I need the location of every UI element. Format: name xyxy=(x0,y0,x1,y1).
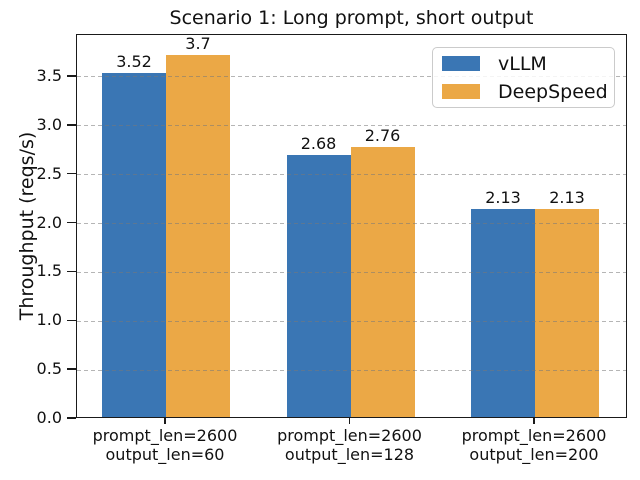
gridline xyxy=(77,222,626,225)
chart-title: Scenario 1: Long prompt, short output xyxy=(169,7,534,29)
gridline xyxy=(77,76,626,79)
y-tick-mark xyxy=(67,124,76,126)
y-tick-label: 3.0 xyxy=(36,114,62,134)
x-tick-mark xyxy=(164,418,166,424)
y-tick-label: 2.5 xyxy=(36,163,62,183)
y-tick-label: 1.0 xyxy=(36,310,62,330)
bar-deepspeed-group3 xyxy=(535,208,599,417)
legend-item-vllm: vLLM xyxy=(442,52,604,75)
gridline xyxy=(77,369,626,372)
bar-value-label: 2.13 xyxy=(549,187,585,207)
y-tick-mark xyxy=(67,221,76,224)
x-category-label: prompt_len=2600 output_len=128 xyxy=(235,426,465,464)
bar-value-label: 2.13 xyxy=(485,187,521,207)
legend-swatch xyxy=(442,84,480,99)
x-category-line: output_len=128 xyxy=(284,445,415,464)
x-category-line: prompt_len=2600 xyxy=(277,426,422,445)
x-category-label: prompt_len=2600 output_len=200 xyxy=(419,426,640,464)
bar-value-label: 3.7 xyxy=(185,34,211,54)
legend-item-deepspeed: DeepSpeed xyxy=(442,81,608,103)
x-tick-mark xyxy=(348,418,351,424)
bar-vllm-group1 xyxy=(102,73,166,417)
gridline xyxy=(77,174,626,177)
legend: vLLM DeepSpeed xyxy=(432,47,615,108)
bar-deepspeed-group1 xyxy=(166,55,230,417)
y-tick-mark xyxy=(67,270,76,273)
x-category-label: prompt_len=2600 output_len=60 xyxy=(50,426,280,464)
y-tick-label: 3.5 xyxy=(36,66,62,85)
bar-value-label: 2.76 xyxy=(364,126,401,146)
y-tick-label: 0.0 xyxy=(36,408,62,427)
legend-swatch xyxy=(442,56,480,71)
x-category-line: prompt_len=2600 xyxy=(461,426,607,445)
bar-value-label: 3.52 xyxy=(116,52,152,72)
gridline xyxy=(77,271,626,274)
gridline xyxy=(77,125,626,128)
legend-label: DeepSpeed xyxy=(498,80,608,103)
y-tick-mark xyxy=(67,172,76,175)
x-category-line: output_len=60 xyxy=(105,445,225,464)
y-tick-label: 2.0 xyxy=(36,212,62,232)
y-tick-label: 1.5 xyxy=(36,261,62,281)
y-tick-mark xyxy=(67,75,76,77)
y-tick-label: 0.5 xyxy=(36,359,62,379)
legend-label: vLLM xyxy=(498,52,547,75)
x-category-line: prompt_len=2600 xyxy=(92,426,238,445)
y-tick-mark xyxy=(67,319,76,322)
gridline xyxy=(77,320,626,323)
bar-vllm-group2 xyxy=(286,155,351,417)
bar-vllm-group3 xyxy=(471,208,535,417)
x-tick-mark xyxy=(533,418,535,424)
y-tick-mark xyxy=(67,417,76,419)
y-tick-mark xyxy=(67,368,76,370)
x-category-line: output_len=200 xyxy=(469,445,599,464)
bar-value-label: 2.68 xyxy=(300,134,337,154)
bar-deepspeed-group2 xyxy=(350,147,415,417)
